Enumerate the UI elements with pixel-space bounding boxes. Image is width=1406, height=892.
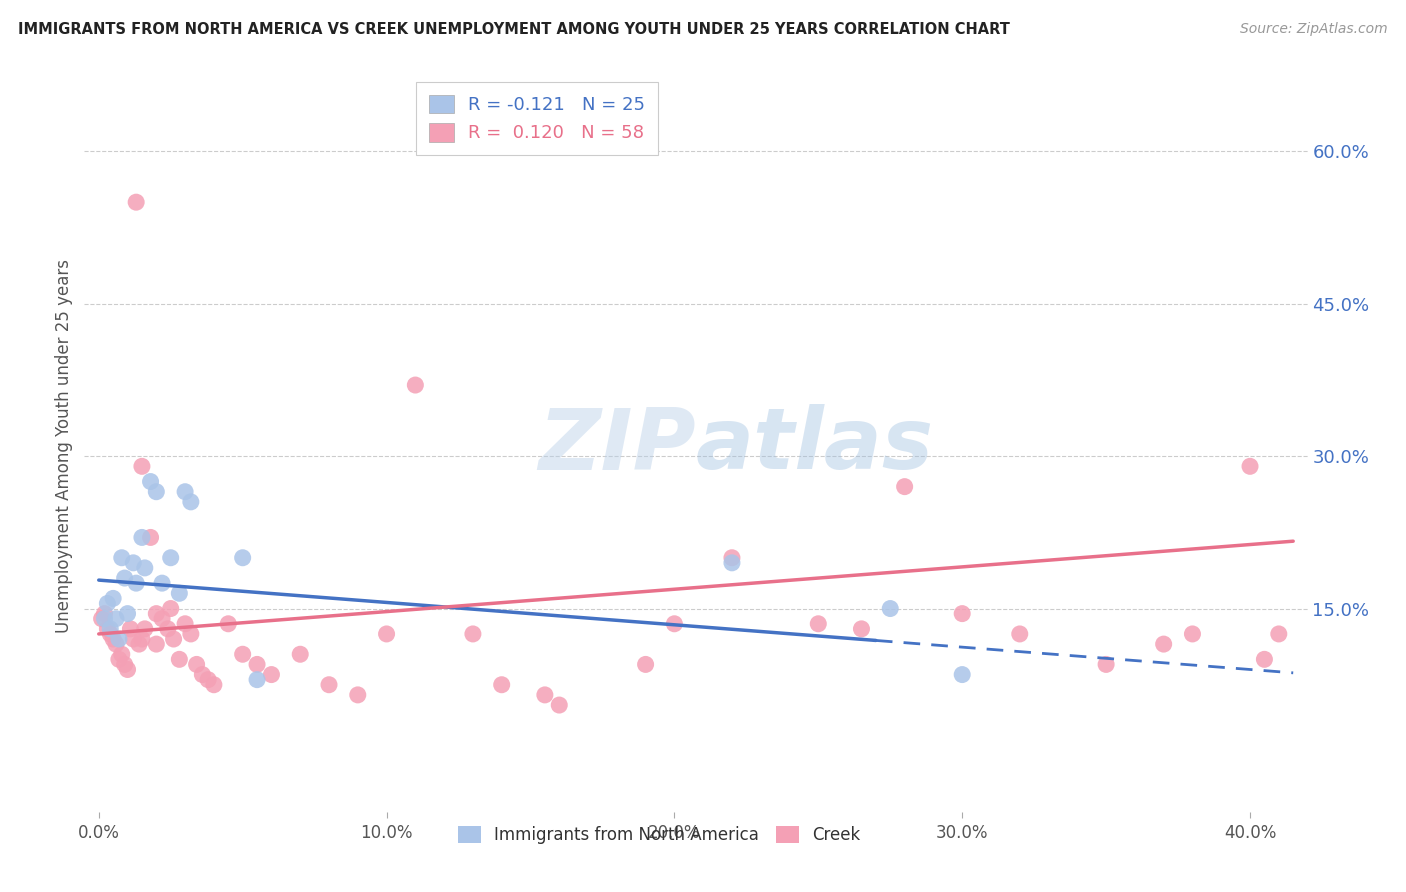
- Point: [117, 663, 139, 677]
- Point: [1153, 637, 1175, 651]
- Point: [139, 530, 162, 544]
- Point: [174, 484, 197, 499]
- Text: ZIP: ZIP: [538, 404, 696, 488]
- Point: [101, 591, 124, 606]
- Point: [174, 616, 197, 631]
- Point: [1239, 459, 1261, 474]
- Point: [180, 495, 202, 509]
- Point: [246, 673, 269, 687]
- Point: [634, 657, 657, 672]
- Point: [134, 622, 156, 636]
- Point: [128, 637, 150, 651]
- Point: [169, 586, 191, 600]
- Point: [108, 632, 131, 646]
- Point: [461, 627, 484, 641]
- Point: [180, 627, 202, 641]
- Point: [98, 622, 121, 636]
- Point: [191, 667, 214, 681]
- Point: [404, 378, 426, 392]
- Point: [202, 678, 225, 692]
- Point: [260, 667, 283, 681]
- Point: [145, 637, 167, 651]
- Point: [139, 475, 162, 489]
- Text: atlas: atlas: [696, 404, 934, 488]
- Point: [232, 647, 254, 661]
- Point: [491, 678, 513, 692]
- Point: [131, 459, 153, 474]
- Point: [145, 607, 167, 621]
- Point: [122, 556, 145, 570]
- Point: [1095, 657, 1118, 672]
- Point: [375, 627, 398, 641]
- Point: [134, 561, 156, 575]
- Point: [93, 607, 115, 621]
- Point: [114, 657, 136, 672]
- Point: [101, 632, 124, 646]
- Text: IMMIGRANTS FROM NORTH AMERICA VS CREEK UNEMPLOYMENT AMONG YOUTH UNDER 25 YEARS C: IMMIGRANTS FROM NORTH AMERICA VS CREEK U…: [18, 22, 1010, 37]
- Point: [721, 556, 744, 570]
- Point: [721, 550, 744, 565]
- Text: Source: ZipAtlas.com: Source: ZipAtlas.com: [1240, 22, 1388, 37]
- Point: [96, 597, 118, 611]
- Point: [96, 622, 118, 636]
- Point: [162, 632, 184, 646]
- Point: [111, 550, 134, 565]
- Point: [125, 195, 148, 210]
- Point: [117, 607, 139, 621]
- Point: [1253, 652, 1275, 666]
- Point: [93, 612, 115, 626]
- Point: [108, 652, 131, 666]
- Point: [893, 480, 915, 494]
- Point: [664, 616, 686, 631]
- Y-axis label: Unemployment Among Youth under 25 years: Unemployment Among Youth under 25 years: [55, 259, 73, 633]
- Point: [807, 616, 830, 631]
- Point: [131, 530, 153, 544]
- Point: [150, 576, 173, 591]
- Point: [290, 647, 312, 661]
- Point: [105, 612, 128, 626]
- Point: [156, 622, 179, 636]
- Point: [950, 607, 973, 621]
- Point: [111, 647, 134, 661]
- Point: [318, 678, 340, 692]
- Legend: Immigrants from North America, Creek: Immigrants from North America, Creek: [451, 820, 868, 851]
- Point: [534, 688, 557, 702]
- Point: [125, 576, 148, 591]
- Point: [169, 652, 191, 666]
- Point: [122, 632, 145, 646]
- Point: [197, 673, 219, 687]
- Point: [120, 622, 142, 636]
- Point: [145, 484, 167, 499]
- Point: [159, 601, 181, 615]
- Point: [851, 622, 873, 636]
- Point: [548, 698, 571, 712]
- Point: [1008, 627, 1031, 641]
- Point: [1181, 627, 1204, 641]
- Point: [131, 632, 153, 646]
- Point: [159, 550, 181, 565]
- Point: [217, 616, 239, 631]
- Point: [114, 571, 136, 585]
- Point: [98, 627, 121, 641]
- Point: [246, 657, 269, 672]
- Point: [150, 612, 173, 626]
- Point: [90, 612, 112, 626]
- Point: [186, 657, 208, 672]
- Point: [1268, 627, 1291, 641]
- Point: [950, 667, 973, 681]
- Point: [346, 688, 368, 702]
- Point: [105, 637, 128, 651]
- Point: [879, 601, 901, 615]
- Point: [232, 550, 254, 565]
